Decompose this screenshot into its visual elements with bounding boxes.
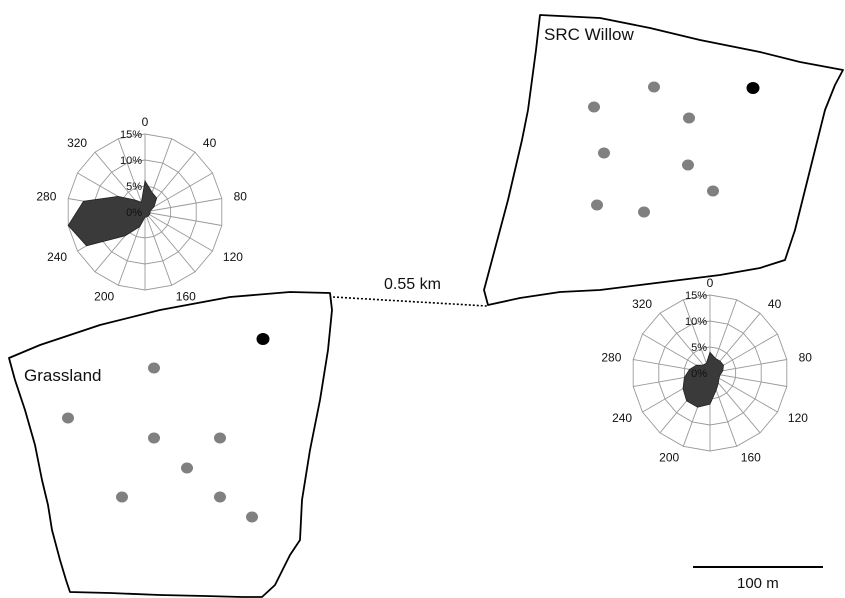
willow-rose-direction-label: 320: [632, 297, 652, 311]
grassland-sampling-point: [148, 432, 160, 444]
grassland-rose-ring-label: 5%: [126, 181, 142, 193]
grassland-sampling-point: [116, 491, 128, 503]
willow-rose-ring-label: 15%: [685, 290, 707, 302]
grassland-rose-spoke: [144, 172, 213, 213]
willow-field-label: SRC Willow: [544, 25, 634, 44]
willow-rose-direction-label: 120: [788, 411, 808, 425]
willow-sampling-point: [648, 81, 660, 93]
willow-rose-frequency-area: [682, 351, 724, 408]
grassland-rose-spoke: [144, 211, 222, 226]
grassland-sampling-point: [148, 362, 160, 374]
grassland-sampling-points: [62, 362, 258, 523]
willow-rose-ring-label: 5%: [691, 342, 707, 354]
grassland-sampling-point: [214, 491, 226, 503]
willow-sampling-point: [591, 199, 603, 211]
grassland-reference-point: [256, 333, 270, 345]
grassland-wind-rose: 0% 5% 10% 15%0 40 80 120 160 200 240 280 320: [36, 115, 247, 304]
scale-bar-label: 100 m: [737, 575, 779, 592]
willow-sampling-point: [707, 185, 719, 197]
willow-wind-rose: 0% 5% 10% 15%0 40 80 120 160 200 240 280 320: [601, 276, 812, 465]
grassland-sampling-point: [62, 412, 74, 424]
willow-rose-direction-label: 40: [768, 297, 782, 311]
grassland-rose-spoke: [144, 211, 173, 286]
willow-rose-direction-label: 80: [799, 350, 813, 364]
grassland-sampling-point: [181, 462, 193, 474]
grassland-rose-direction-label: 0: [142, 115, 149, 129]
grassland-rose-direction-label: 280: [36, 189, 56, 203]
willow-field-outline: [483, 14, 844, 306]
grassland-rose-direction-label: 200: [94, 290, 114, 304]
grassland-rose-direction-label: 240: [47, 250, 67, 264]
grassland-rose-frequency-area: [67, 179, 158, 247]
distance-label: 0.55 km: [384, 276, 441, 293]
willow-rose-ring-label: 0%: [691, 368, 707, 380]
willow-rose-ring-label: 10%: [685, 316, 707, 328]
grassland-rose-ring-label: 10%: [120, 155, 142, 167]
grassland-field-outline: [8, 291, 333, 598]
willow-rose-spoke: [709, 372, 787, 387]
willow-sampling-point: [682, 159, 694, 171]
willow-reference-point: [746, 82, 760, 94]
willow-rose-direction-label: 0: [707, 276, 714, 290]
willow-rose-spoke: [659, 312, 711, 374]
distance-connector: [332, 296, 488, 307]
grassland-rose-spoke: [117, 138, 146, 213]
grassland-rose-ring-label: 0%: [126, 207, 142, 219]
grassland-rose-spoke: [144, 211, 196, 273]
grassland-rose-ring-label: 15%: [120, 129, 142, 141]
willow-rose-direction-label: 240: [612, 411, 632, 425]
grassland-rose-direction-label: 120: [223, 250, 243, 264]
willow-rose-direction-label: 280: [601, 350, 621, 364]
grassland-sampling-point: [246, 511, 258, 523]
grassland-rose-spoke: [144, 198, 222, 213]
grassland-rose-direction-label: 320: [67, 136, 87, 150]
willow-sampling-point: [683, 112, 695, 124]
grassland-rose-direction-label: 40: [203, 136, 217, 150]
grassland-rose-direction-label: 80: [234, 189, 248, 203]
grassland-field-label: Grassland: [24, 366, 101, 385]
willow-sampling-points: [588, 81, 719, 218]
willow-rose-direction-label: 200: [659, 451, 679, 465]
willow-sampling-point: [598, 147, 610, 159]
willow-rose-spoke: [709, 372, 778, 413]
willow-rose-spoke: [682, 299, 711, 374]
grassland-rose-direction-label: 160: [176, 290, 196, 304]
grassland-rose-spoke: [144, 211, 213, 252]
willow-rose-direction-label: 160: [741, 451, 761, 465]
willow-sampling-point: [588, 101, 600, 113]
willow-sampling-point: [638, 206, 650, 218]
grassland-sampling-point: [214, 432, 226, 444]
